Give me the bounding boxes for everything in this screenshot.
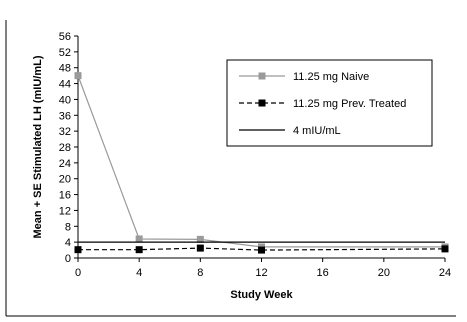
- y-tick-label: 40: [59, 94, 71, 106]
- x-tick-label: 24: [439, 267, 451, 279]
- series-1-marker: [74, 72, 82, 80]
- series-2-marker: [258, 246, 265, 254]
- y-tick-label: 8: [65, 221, 71, 233]
- legend-label-1: 11.25 mg Naive: [293, 71, 369, 83]
- legend-label-2: 11.25 mg Prev. Treated: [293, 98, 406, 110]
- x-tick-label: 8: [197, 267, 203, 279]
- x-axis-title: Study Week: [230, 289, 293, 301]
- legend-swatch-marker-1: [258, 72, 266, 80]
- series-2-marker: [441, 245, 449, 253]
- y-tick-label: 32: [59, 126, 71, 138]
- y-tick-label: 48: [59, 63, 71, 75]
- x-tick-label: 0: [75, 267, 81, 279]
- y-tick-label: 20: [59, 174, 71, 186]
- series-2-marker: [74, 246, 82, 254]
- y-tick-label: 56: [59, 31, 71, 43]
- series-2-marker: [196, 244, 204, 252]
- x-tick-label: 16: [317, 267, 329, 279]
- y-tick-label: 12: [59, 205, 71, 217]
- y-tick-label: 24: [59, 158, 71, 170]
- series-1-marker: [196, 235, 204, 243]
- y-tick-label: 36: [59, 110, 71, 122]
- x-tick-label: 4: [136, 267, 142, 279]
- x-tick-label: 12: [255, 267, 267, 279]
- y-tick-label: 28: [59, 142, 71, 154]
- y-tick-label: 0: [65, 253, 71, 265]
- legend-swatch-marker-2: [258, 99, 266, 107]
- y-tick-label: 4: [65, 237, 71, 249]
- y-tick-label: 52: [59, 47, 71, 59]
- y-tick-label: 16: [59, 190, 71, 202]
- x-tick-label: 20: [378, 267, 390, 279]
- y-tick-label: 44: [59, 79, 71, 91]
- legend-label-3: 4 mIU/mL: [293, 125, 341, 137]
- y-axis-title: Mean + SE Stimulated LH (mIU/mL): [32, 55, 44, 238]
- series-2-marker: [135, 246, 143, 254]
- series-1-marker: [135, 235, 143, 243]
